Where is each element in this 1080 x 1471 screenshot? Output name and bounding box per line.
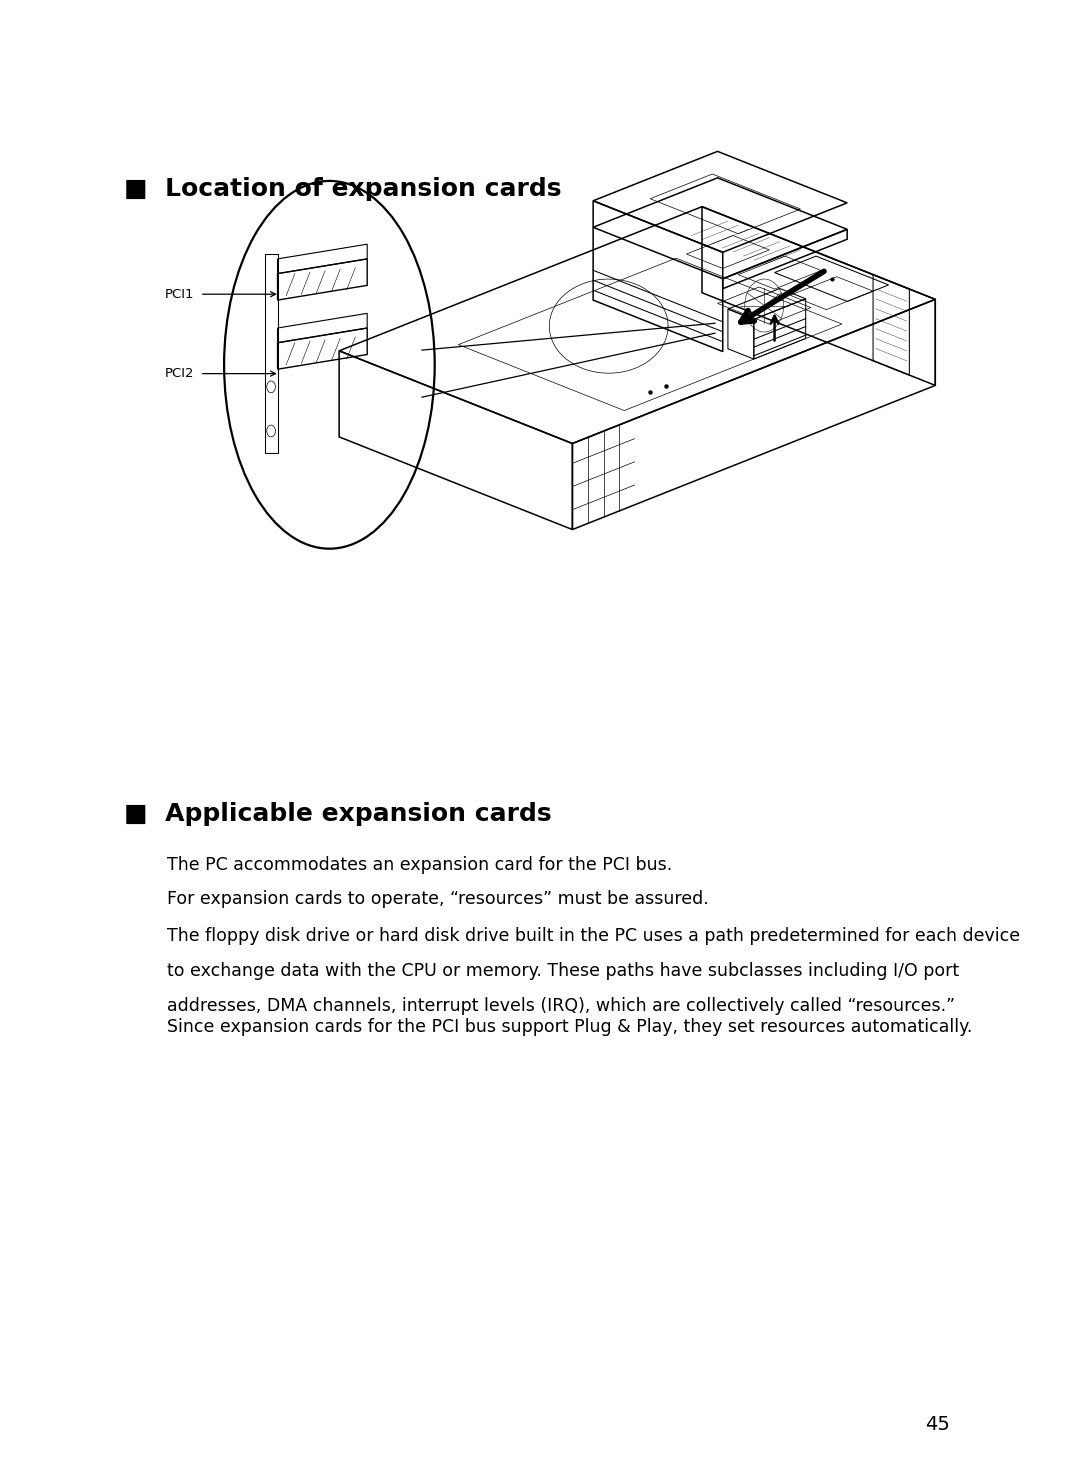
- Text: 45: 45: [926, 1415, 950, 1434]
- Text: PCI1: PCI1: [165, 288, 194, 300]
- Text: to exchange data with the CPU or memory. These paths have subclasses including I: to exchange data with the CPU or memory.…: [167, 962, 959, 980]
- Text: addresses, DMA channels, interrupt levels (IRQ), which are collectively called “: addresses, DMA channels, interrupt level…: [167, 997, 956, 1015]
- Text: Since expansion cards for the PCI bus support Plug & Play, they set resources au: Since expansion cards for the PCI bus su…: [167, 1018, 973, 1036]
- Text: The floppy disk drive or hard disk drive built in the PC uses a path predetermin: The floppy disk drive or hard disk drive…: [167, 927, 1021, 944]
- Text: PCI2: PCI2: [165, 368, 194, 380]
- Text: ■  Location of expansion cards: ■ Location of expansion cards: [124, 177, 562, 200]
- Text: ■  Applicable expansion cards: ■ Applicable expansion cards: [124, 802, 552, 825]
- Text: The PC accommodates an expansion card for the PCI bus.: The PC accommodates an expansion card fo…: [167, 856, 673, 874]
- Text: For expansion cards to operate, “resources” must be assured.: For expansion cards to operate, “resourc…: [167, 890, 710, 908]
